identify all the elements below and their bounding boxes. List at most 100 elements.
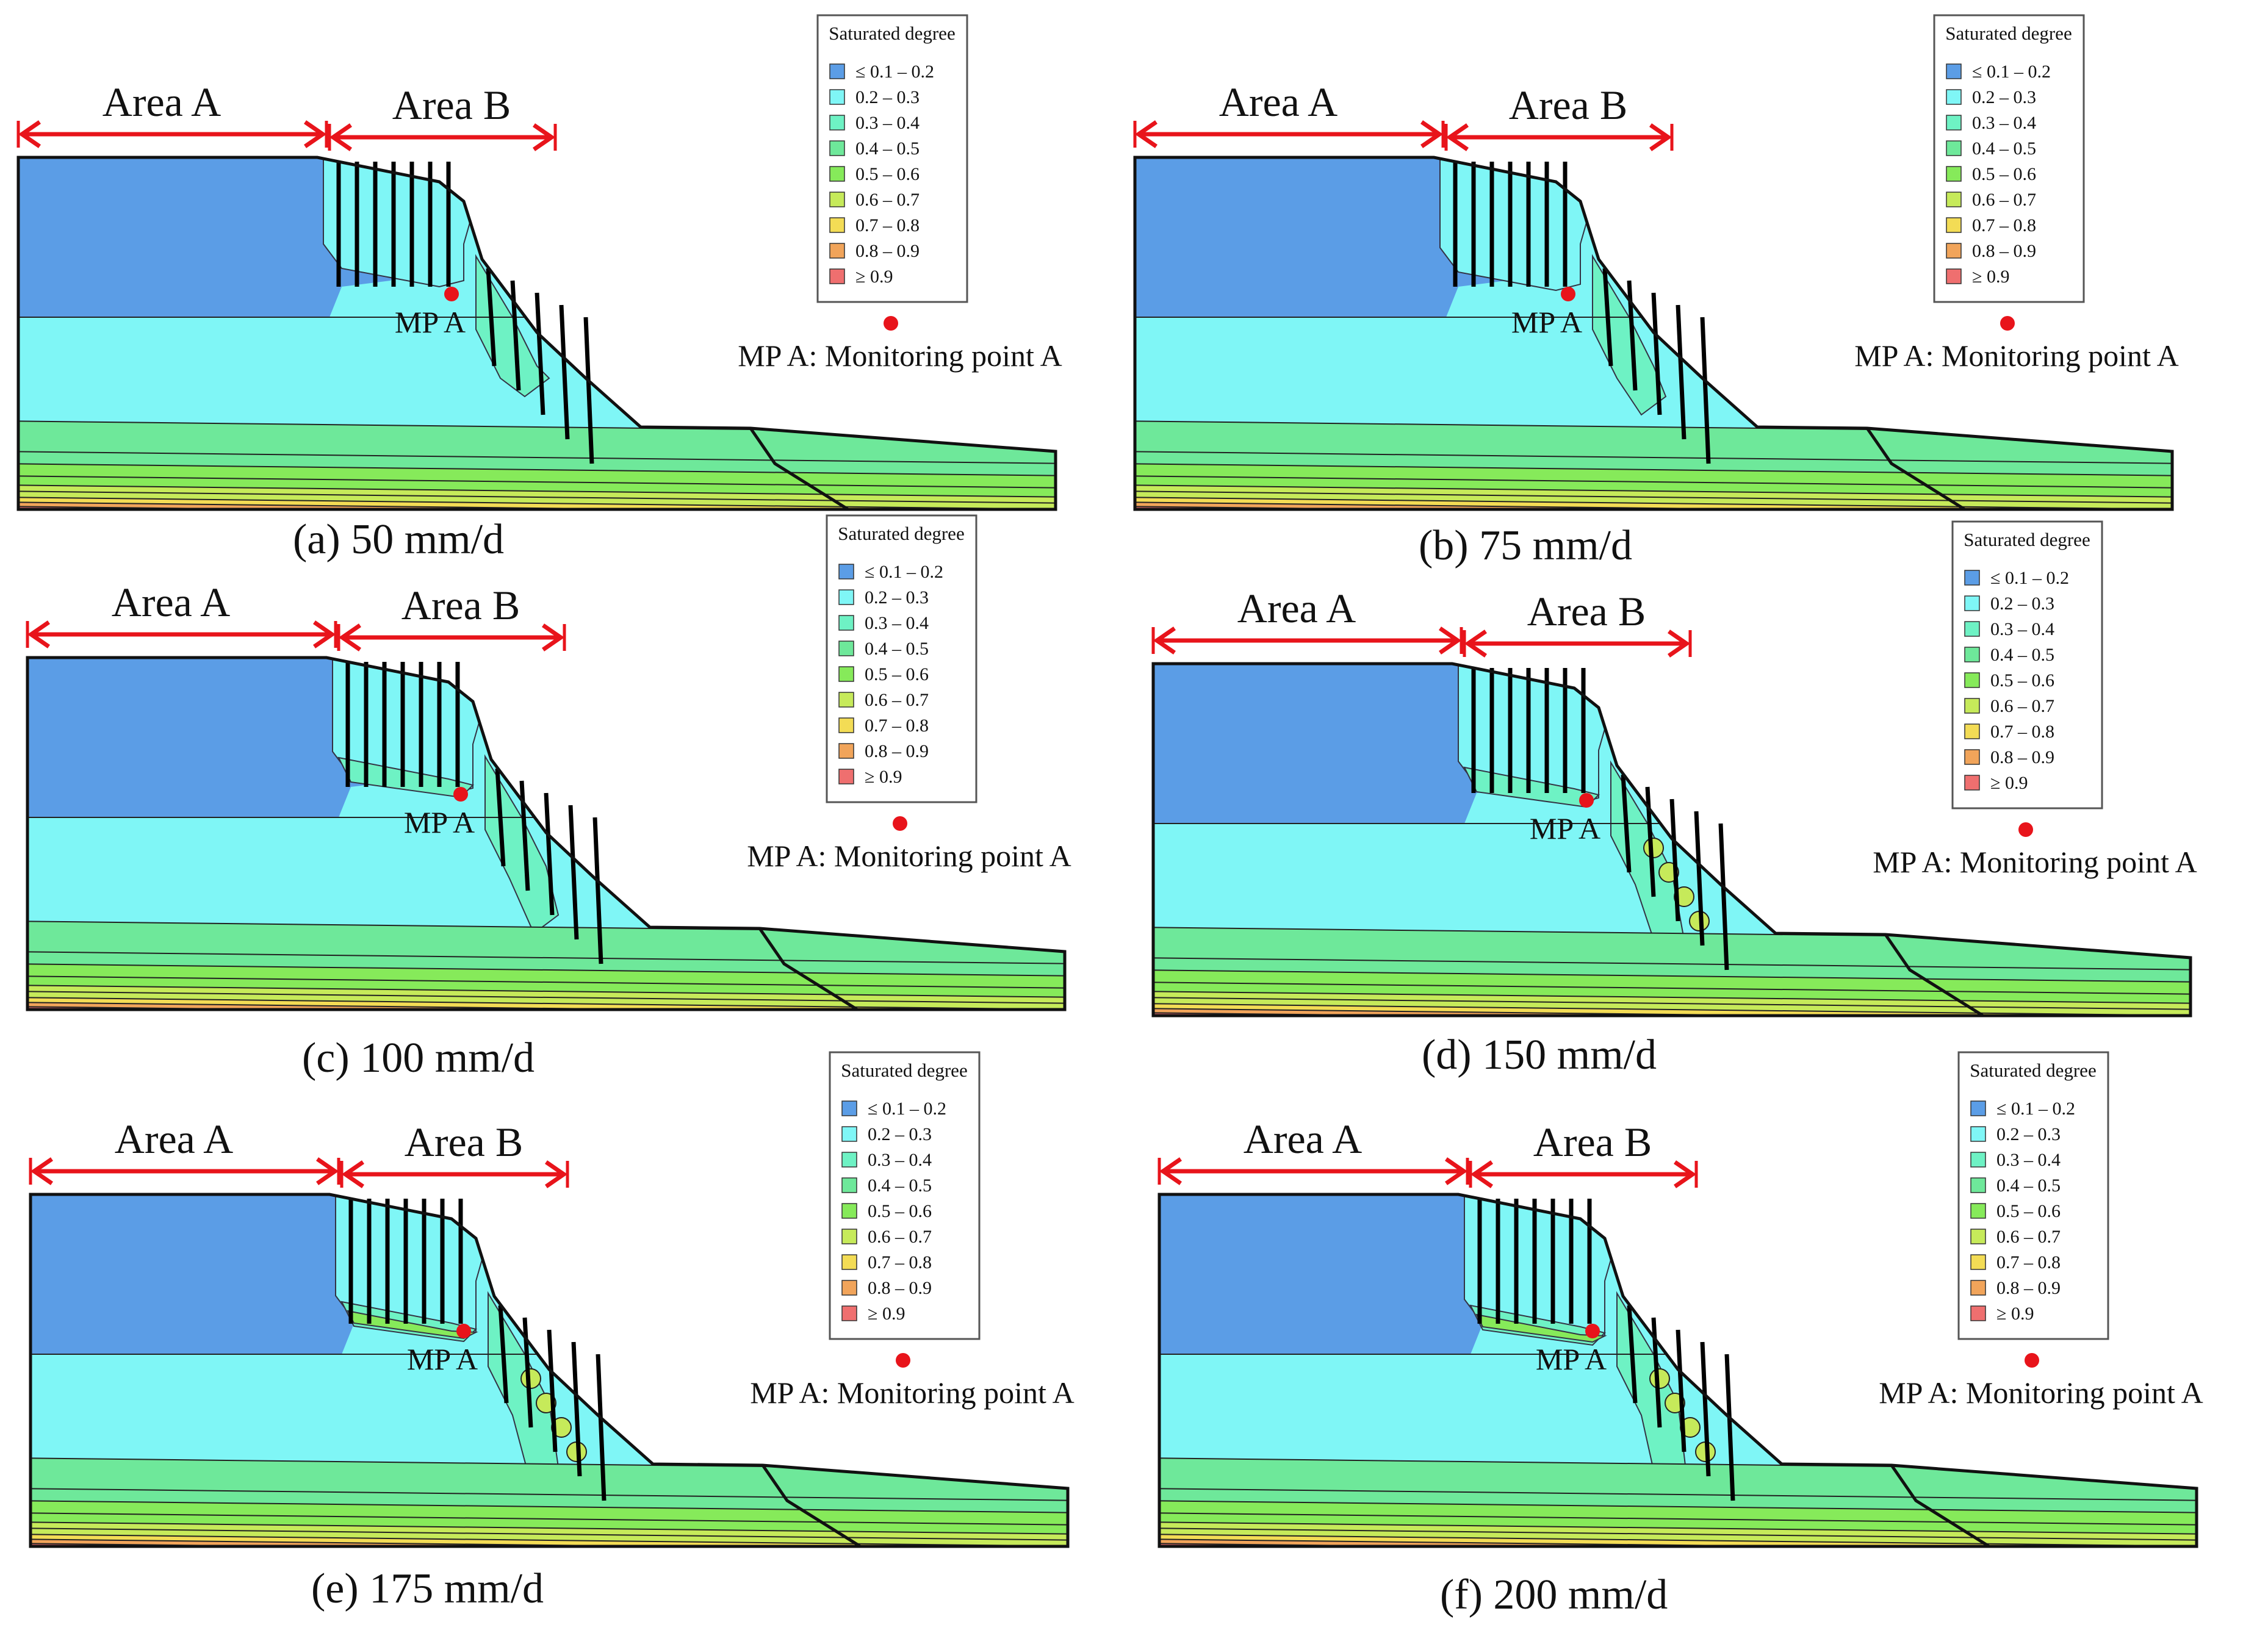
legend-item-label: ≤ 0.1 – 0.2 <box>855 62 934 82</box>
legend-swatch <box>838 769 854 784</box>
slope-diagram: Area A Area B MP A Saturated degree ≤ 0.1 – … <box>1157 1051 2203 1548</box>
area-a-arrow <box>1133 120 1445 148</box>
area-a-arrow <box>26 620 337 648</box>
legend: Saturated degree ≤ 0.1 – 0.2 0.2 – 0.3 0.3 … <box>1957 1051 2109 1340</box>
legend-item-label: ≥ 0.9 <box>1990 773 2028 793</box>
legend-item-label: 0.2 – 0.3 <box>868 1124 932 1144</box>
zone-wetting-lens <box>1439 157 1594 292</box>
legend-item-label: 0.5 – 0.6 <box>1990 670 2054 691</box>
legend-item-label: 0.7 – 0.8 <box>1996 1252 2061 1272</box>
legend: Saturated degree ≤ 0.1 – 0.2 0.2 – 0.3 0.3 … <box>816 14 968 303</box>
legend-swatch <box>829 63 845 79</box>
mp-note: MP A: Monitoring point A <box>750 1376 1075 1410</box>
legend: Saturated degree ≤ 0.1 – 0.2 0.2 – 0.3 0.3 … <box>829 1051 981 1340</box>
fault-line <box>1865 427 1966 511</box>
wet-bulb <box>520 1368 541 1389</box>
legend-item-label: 0.5 – 0.6 <box>868 1201 932 1221</box>
panel-caption: (c) 100 mm/d <box>302 1035 535 1082</box>
legend-title: Saturated degree <box>1970 1060 2096 1081</box>
panel-c: Area A Area B MP A Saturated degree ≤ 0.1 – … <box>9 500 1143 1082</box>
mp-note: MP A: Monitoring point A <box>1854 339 2179 373</box>
drain-line <box>559 304 570 440</box>
area-labels: Area A Area B <box>29 1116 569 1188</box>
legend-item-label: ≥ 0.9 <box>868 1304 905 1324</box>
drain-line <box>535 292 545 415</box>
legend-swatch <box>1964 698 1980 714</box>
legend-item-label: ≥ 0.9 <box>1996 1304 2034 1324</box>
legend-swatch <box>838 692 854 708</box>
area-b-arrow <box>1469 1160 1698 1188</box>
legend-swatch <box>838 641 854 656</box>
legend-item-label: ≥ 0.9 <box>855 267 893 287</box>
legend-item-label: ≥ 0.9 <box>865 767 902 787</box>
legend-item-label: 0.8 – 0.9 <box>865 741 929 761</box>
legend-item-label: 0.8 – 0.9 <box>1972 241 2036 261</box>
legend-title: Saturated degree <box>838 523 964 544</box>
legend-item-label: 0.2 – 0.3 <box>1990 594 2054 614</box>
area-labels: Area A Area B <box>1133 79 1674 151</box>
legend-item-label: 0.7 – 0.8 <box>1990 722 2054 742</box>
zone-0.5-0.6 <box>1475 1313 1607 1343</box>
legend-swatch <box>1946 192 1962 207</box>
legend-item-label: ≤ 0.1 – 0.2 <box>868 1099 946 1119</box>
legend-swatch <box>829 115 845 131</box>
slope-diagram: Area A Area B MP A Saturated degree ≤ 0.1 – … <box>1133 14 2179 511</box>
legend-swatch <box>838 717 854 733</box>
wet-bulb <box>1649 1368 1670 1389</box>
monitoring-point-a <box>453 787 468 802</box>
drain-line <box>1700 1341 1711 1477</box>
area-labels: Area A Area B <box>1151 585 1692 658</box>
drain-line <box>1724 1354 1735 1501</box>
legend-point-marker <box>896 1353 910 1368</box>
slope-diagram: Area A Area B MP A Saturated degree ≤ 0.1 – … <box>16 14 1062 511</box>
area-labels: Area A Area B <box>16 79 557 151</box>
panel-a: Area A Area B MP A Saturated degree ≤ 0.1 – … <box>0 0 1134 563</box>
fault-line <box>758 927 859 1011</box>
legend-item-label: 0.8 – 0.9 <box>855 241 920 261</box>
area-b-arrow <box>340 1160 569 1188</box>
legend-item-label: 0.3 – 0.4 <box>868 1150 932 1170</box>
drain-line <box>1676 304 1687 440</box>
legend-item-label: 0.3 – 0.4 <box>855 113 920 133</box>
mp-note: MP A: Monitoring point A <box>747 839 1071 873</box>
fault-line <box>1884 933 1984 1017</box>
legend-swatch <box>1946 243 1962 259</box>
area-labels: Area A Area B <box>1157 1116 1698 1188</box>
legend-item-label: ≤ 0.1 – 0.2 <box>1972 62 2051 82</box>
area-a-arrow <box>16 120 328 148</box>
legend-swatch <box>829 243 845 259</box>
area-labels: Area A Area B <box>26 579 566 651</box>
panel-caption: (e) 175 mm/d <box>311 1565 544 1612</box>
legend-swatch <box>1964 621 1980 637</box>
fault-line <box>749 427 849 511</box>
legend-item-label: 0.6 – 0.7 <box>868 1227 932 1247</box>
drain-line <box>1602 268 1613 367</box>
slope-outline <box>26 656 1067 1011</box>
area-a-label: Area A <box>1219 79 1337 125</box>
zone-dry-upper <box>18 157 1056 317</box>
legend-swatch <box>1970 1126 1986 1142</box>
drain-line <box>1651 292 1662 415</box>
slope-diagram: Area A Area B MP A Saturated degree ≤ 0.1 – … <box>1151 520 2197 1017</box>
panel-f: Area A Area B MP A Saturated degree ≤ 0.1 – … <box>1141 1037 2268 1618</box>
legend-swatch <box>841 1100 857 1116</box>
legend-swatch <box>1970 1152 1986 1168</box>
legend-item-label: ≤ 0.1 – 0.2 <box>1996 1099 2075 1119</box>
legend-point-marker <box>2000 316 2015 331</box>
legend-swatch <box>841 1203 857 1219</box>
legend-swatch <box>1964 775 1980 791</box>
wet-bulb <box>1643 838 1664 858</box>
monitoring-point-a <box>1579 793 1594 808</box>
legend-point-marker <box>2018 822 2033 837</box>
legend-swatch <box>829 89 845 105</box>
legend-item-label: 0.5 – 0.6 <box>1996 1201 2061 1221</box>
wet-bulb <box>551 1417 572 1438</box>
drain-line <box>1621 774 1632 873</box>
legend-swatch <box>1970 1229 1986 1244</box>
zone-dry-upper <box>1153 664 2191 824</box>
area-a-label: Area A <box>1237 585 1356 631</box>
legend-item-label: 0.3 – 0.4 <box>1972 113 2036 133</box>
area-b-label: Area B <box>1527 588 1646 634</box>
legend-swatch <box>838 589 854 605</box>
legend-swatch <box>841 1152 857 1168</box>
